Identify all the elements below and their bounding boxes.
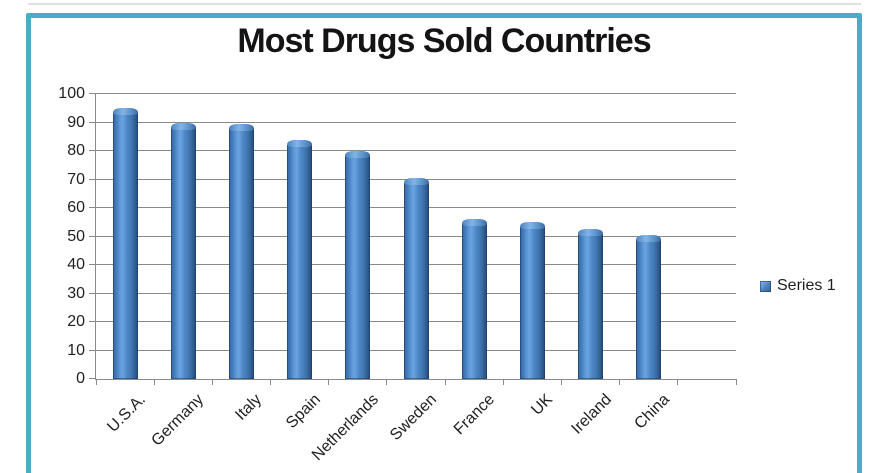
bar-usa (112, 108, 138, 379)
bar-netherlands (345, 151, 371, 379)
y-axis-tick-label: 50 (67, 227, 85, 245)
y-tick-mark (89, 178, 96, 180)
bar-top-cap (403, 178, 429, 186)
plot-area: U.S.A. Germany Italy Spain Netherlands Sweden… (89, 93, 737, 464)
y-tick-mark (89, 93, 96, 94)
y-tick-mark (89, 150, 96, 151)
top-divider-line (28, 3, 861, 5)
bar-ireland (578, 229, 604, 379)
y-tick-mark (89, 235, 96, 237)
bar-top-cap (578, 229, 604, 237)
y-tick-mark (89, 207, 96, 208)
bar-italy (228, 123, 254, 379)
x-tick-mark (386, 379, 388, 385)
x-tick-mark (502, 379, 504, 385)
bar-top-cap (345, 151, 371, 158)
x-tick-mark (95, 379, 97, 385)
x-tick-mark (735, 379, 737, 385)
y-axis-tick-label: 70 (67, 170, 85, 188)
y-tick-mark (89, 292, 96, 294)
y-axis-tick-label: 60 (67, 199, 85, 216)
x-tick-mark (211, 379, 213, 385)
bar-sweden (403, 178, 429, 379)
bar-top-cap (228, 123, 254, 131)
bar-france (461, 219, 487, 379)
bar-top-cap (170, 122, 196, 130)
x-tick-mark (328, 379, 330, 385)
bar-top-cap (287, 139, 313, 147)
bar-uk (519, 222, 545, 379)
bar-spain (287, 139, 313, 379)
y-tick-mark (89, 321, 96, 322)
y-axis: 0 10 20 30 40 50 60 70 80 90 100 (0, 85, 90, 387)
bar-top-cap (519, 222, 545, 230)
gridline-80 (96, 150, 736, 151)
y-axis-tick-label: 90 (67, 113, 85, 131)
legend-label: Series 1 (777, 277, 836, 294)
legend: Series 1 (760, 277, 836, 295)
bar-top-cap (112, 108, 138, 116)
y-axis-tick-label: 10 (67, 341, 85, 359)
legend-series-square-icon (760, 280, 771, 292)
chart-frame (26, 13, 862, 473)
y-tick-mark (89, 264, 96, 265)
y-tick-mark (89, 349, 96, 351)
x-tick-mark (677, 379, 679, 385)
chart-title: Most Drugs Sold Countries (237, 22, 651, 60)
x-tick-mark (560, 379, 562, 385)
gridline-100 (96, 93, 736, 94)
x-tick-mark (444, 379, 446, 385)
y-tick-mark (89, 378, 96, 379)
bar-china (636, 235, 662, 379)
y-axis-tick-label: 80 (67, 142, 85, 159)
x-tick-mark (153, 379, 155, 385)
bar-top-cap (461, 219, 487, 227)
y-axis-tick-label: 0 (76, 370, 85, 387)
x-tick-mark (270, 379, 272, 385)
bar-germany (170, 122, 196, 379)
bar-top-cap (636, 235, 662, 243)
y-axis-tick-label: 30 (67, 284, 85, 302)
y-axis-tick-label: 40 (67, 256, 85, 273)
y-axis-tick-label: 100 (58, 85, 85, 102)
y-axis-tick-label: 20 (67, 313, 85, 330)
y-tick-mark (89, 121, 96, 123)
x-tick-mark (619, 379, 621, 385)
gridline-90 (96, 121, 736, 123)
